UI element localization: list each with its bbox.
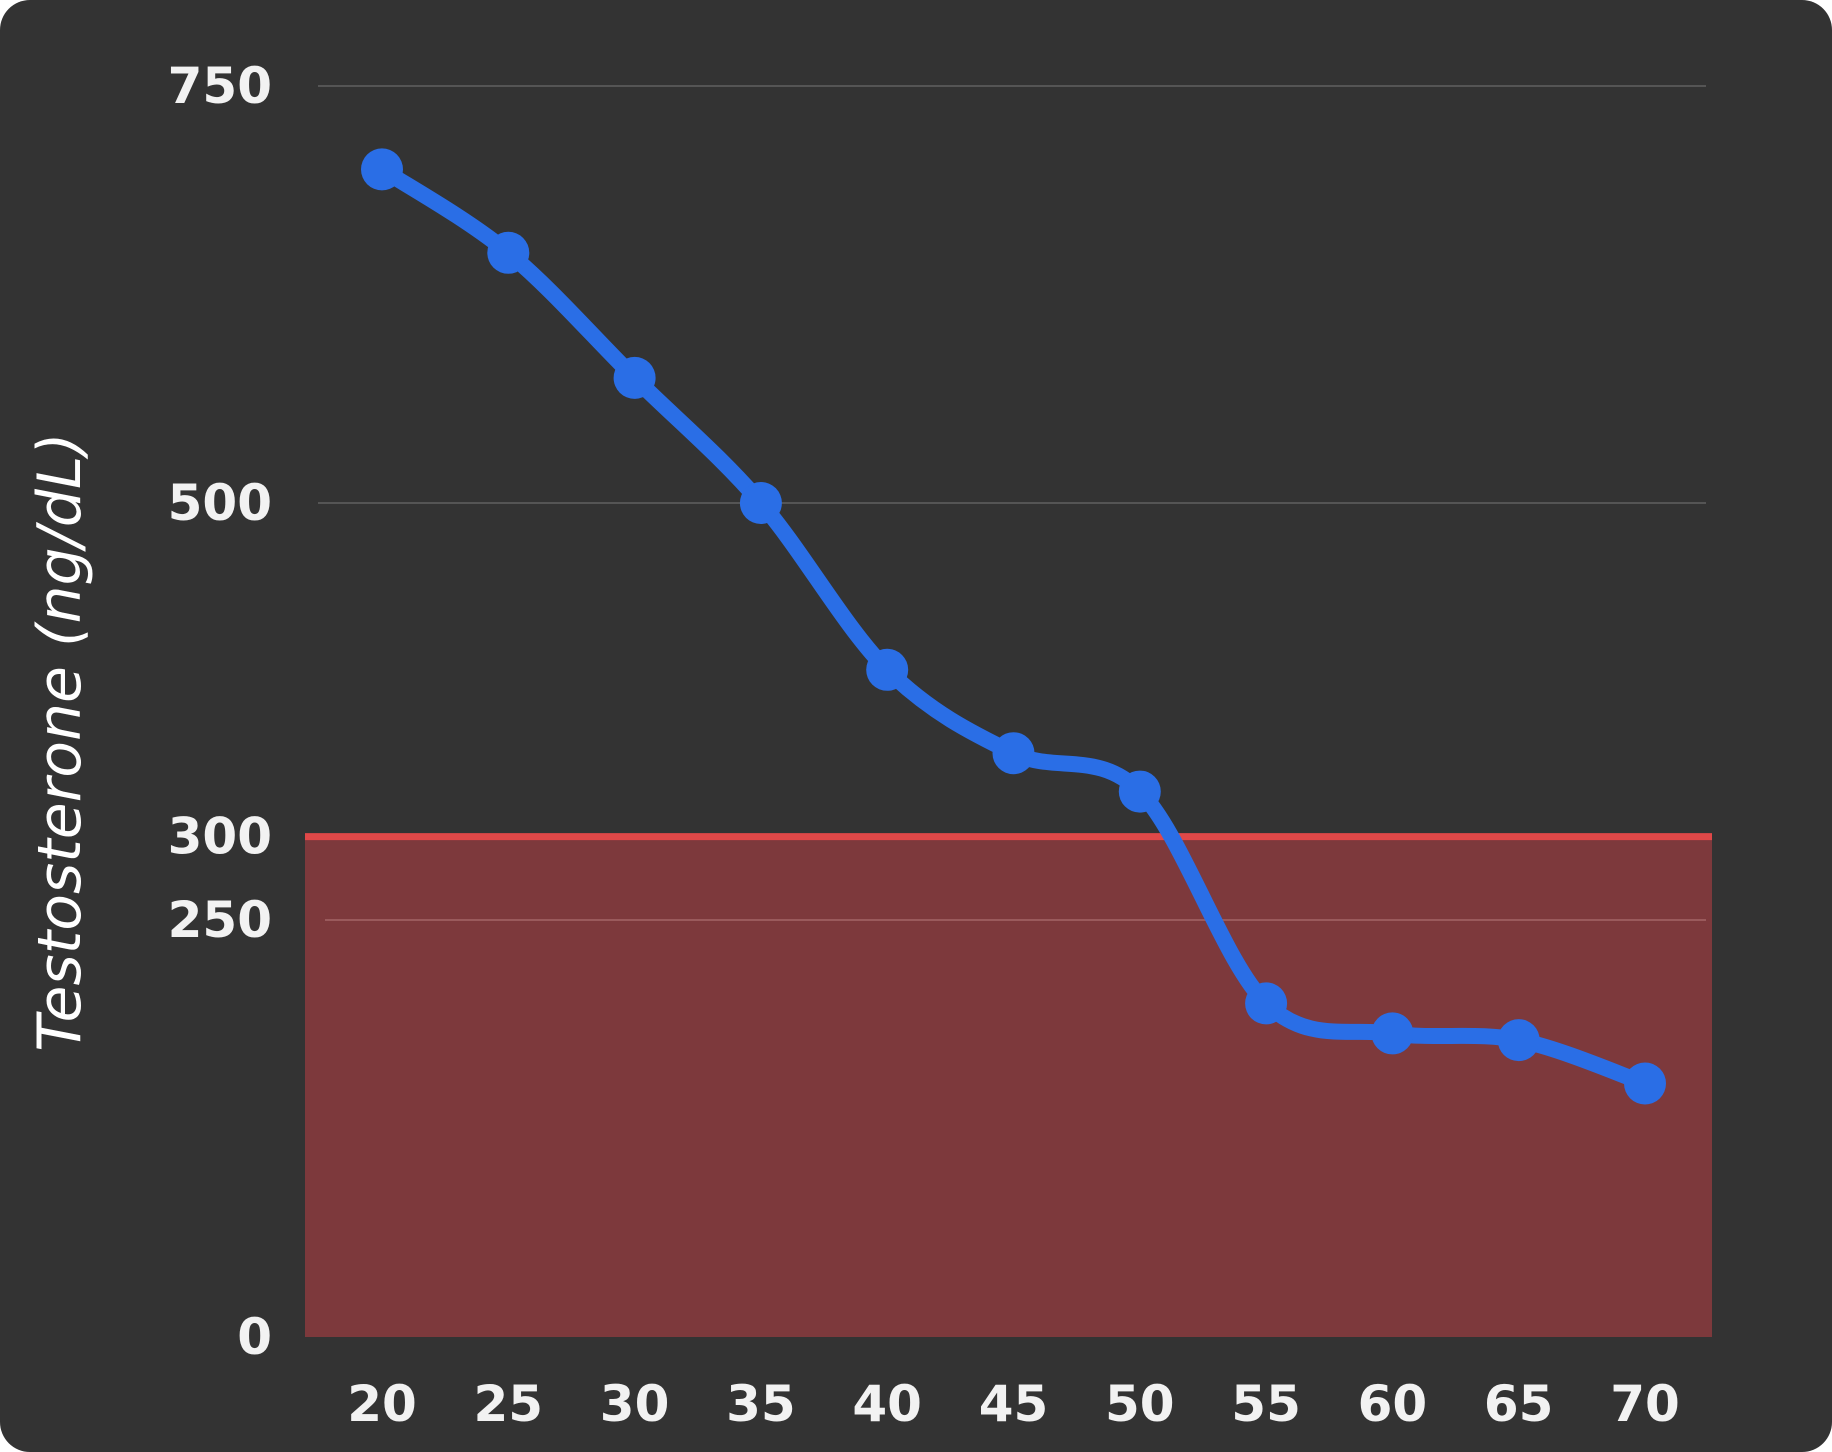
x-tick-label-25: 25 [474,1375,544,1433]
data-point-35 [739,482,782,524]
data-point-40 [866,648,909,691]
data-point-55 [1245,982,1288,1025]
y-tick-label-500: 500 [168,474,272,532]
x-tick-label-60: 60 [1358,1375,1428,1433]
x-tick-label-55: 55 [1231,1375,1301,1433]
x-tick-label-30: 30 [600,1375,670,1433]
data-point-30 [613,356,656,399]
data-point-70 [1624,1062,1666,1105]
x-tick-label-35: 35 [726,1375,796,1433]
y-axis-title: Testosterone (ng/dL) [25,432,95,1051]
y-axis-tick-labels: 0 250 300 500 750 [168,57,272,1366]
data-point-65 [1497,1019,1540,1062]
data-point-45 [992,732,1035,775]
y-tick-label-300: 300 [168,808,272,866]
x-tick-label-65: 65 [1484,1375,1554,1433]
x-tick-label-50: 50 [1105,1375,1175,1433]
shaded-region-group [305,836,1712,1337]
y-tick-label-750: 750 [168,57,272,115]
x-tick-label-45: 45 [979,1375,1049,1433]
gridlines [318,85,1706,921]
x-tick-label-20: 20 [347,1375,417,1433]
x-axis-tick-labels: 20 25 30 35 40 45 50 55 60 65 70 [347,1375,1680,1433]
y-tick-label-250: 250 [168,891,272,949]
series-points [361,148,1666,1105]
x-tick-label-70: 70 [1610,1375,1680,1433]
data-point-50 [1118,770,1161,813]
shaded-region [305,836,1712,1337]
data-point-25 [487,231,530,274]
data-point-60 [1371,1012,1414,1055]
data-point-20 [361,148,403,191]
x-tick-label-40: 40 [852,1375,922,1433]
y-tick-label-0: 0 [237,1308,272,1366]
